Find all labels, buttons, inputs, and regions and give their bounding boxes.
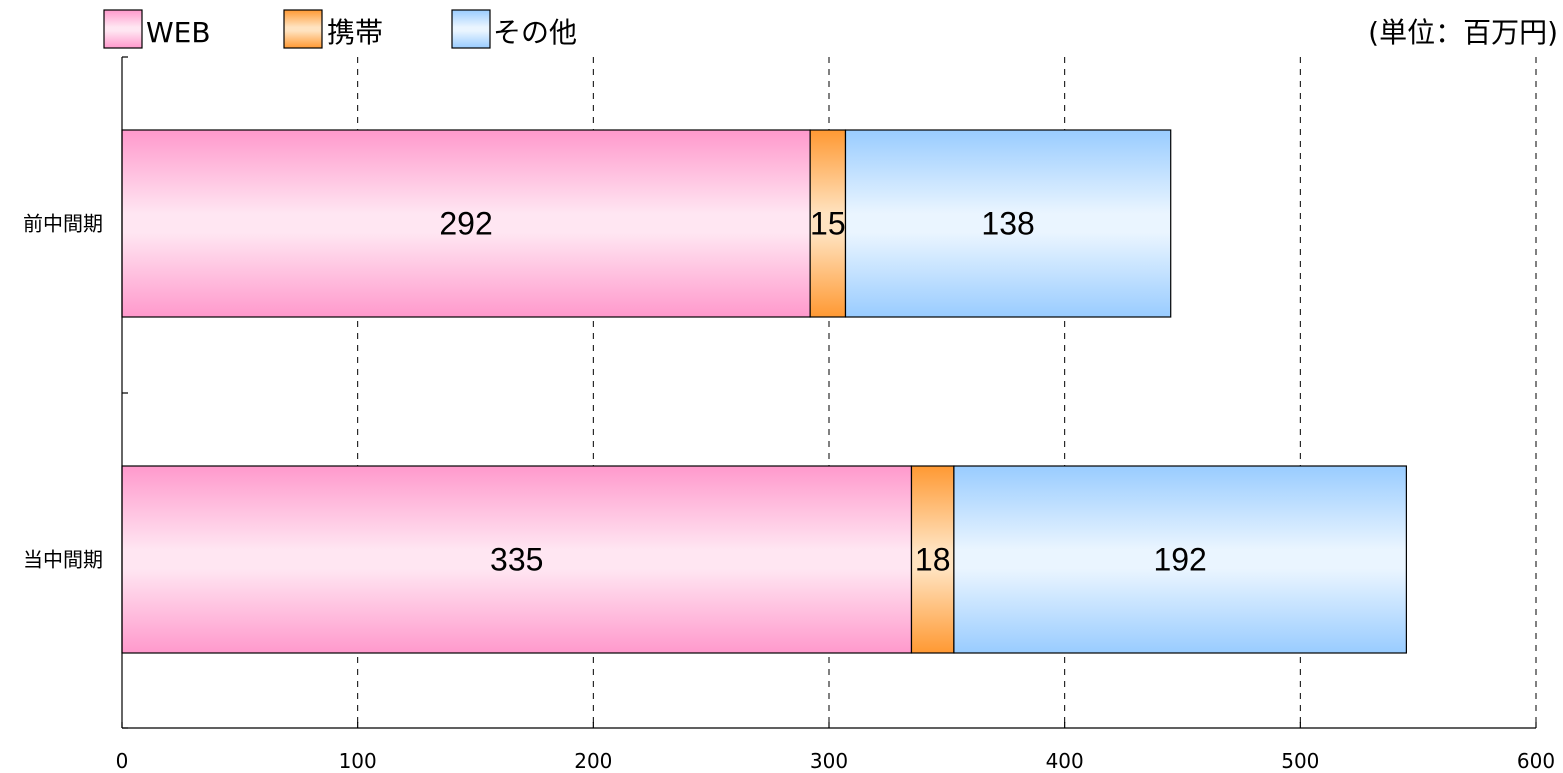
data-label: 15 xyxy=(810,206,846,242)
data-label: 292 xyxy=(439,206,492,242)
x-tick-label: 600 xyxy=(1517,749,1555,773)
bar-segment xyxy=(809,129,847,318)
data-label: 192 xyxy=(1153,542,1206,578)
bar-segment xyxy=(844,129,1172,318)
x-tick-label: 0 xyxy=(116,749,129,773)
x-tick-label: 500 xyxy=(1281,749,1319,773)
category-label: 前中間期 xyxy=(23,212,103,236)
bar-segment xyxy=(953,465,1407,654)
category-label: 当中間期 xyxy=(23,548,103,572)
data-label: 335 xyxy=(490,542,543,578)
legend-label: その他 xyxy=(493,16,577,49)
data-label: 138 xyxy=(981,206,1034,242)
axes xyxy=(121,56,1537,729)
legend-swatch xyxy=(451,9,491,49)
labels: 292 15 138 前中間期 335 18 192 当中間期 0 100 200 300 400 500… xyxy=(23,206,1555,773)
legend: WEB 携帯 その他 xyxy=(103,9,577,49)
legend-label: 携帯 xyxy=(327,16,383,49)
x-tick-label: 200 xyxy=(574,749,612,773)
legend-swatch xyxy=(103,9,143,49)
bar-segment xyxy=(121,465,913,654)
unit-label: (単位：百万円) xyxy=(1368,16,1558,49)
data-label: 18 xyxy=(915,542,951,578)
bars xyxy=(121,129,1407,654)
x-tick-label: 400 xyxy=(1046,749,1084,773)
legend-swatch xyxy=(283,9,323,49)
x-tick-label: 100 xyxy=(339,749,377,773)
x-tick-label: 300 xyxy=(810,749,848,773)
legend-label: WEB xyxy=(146,16,211,49)
